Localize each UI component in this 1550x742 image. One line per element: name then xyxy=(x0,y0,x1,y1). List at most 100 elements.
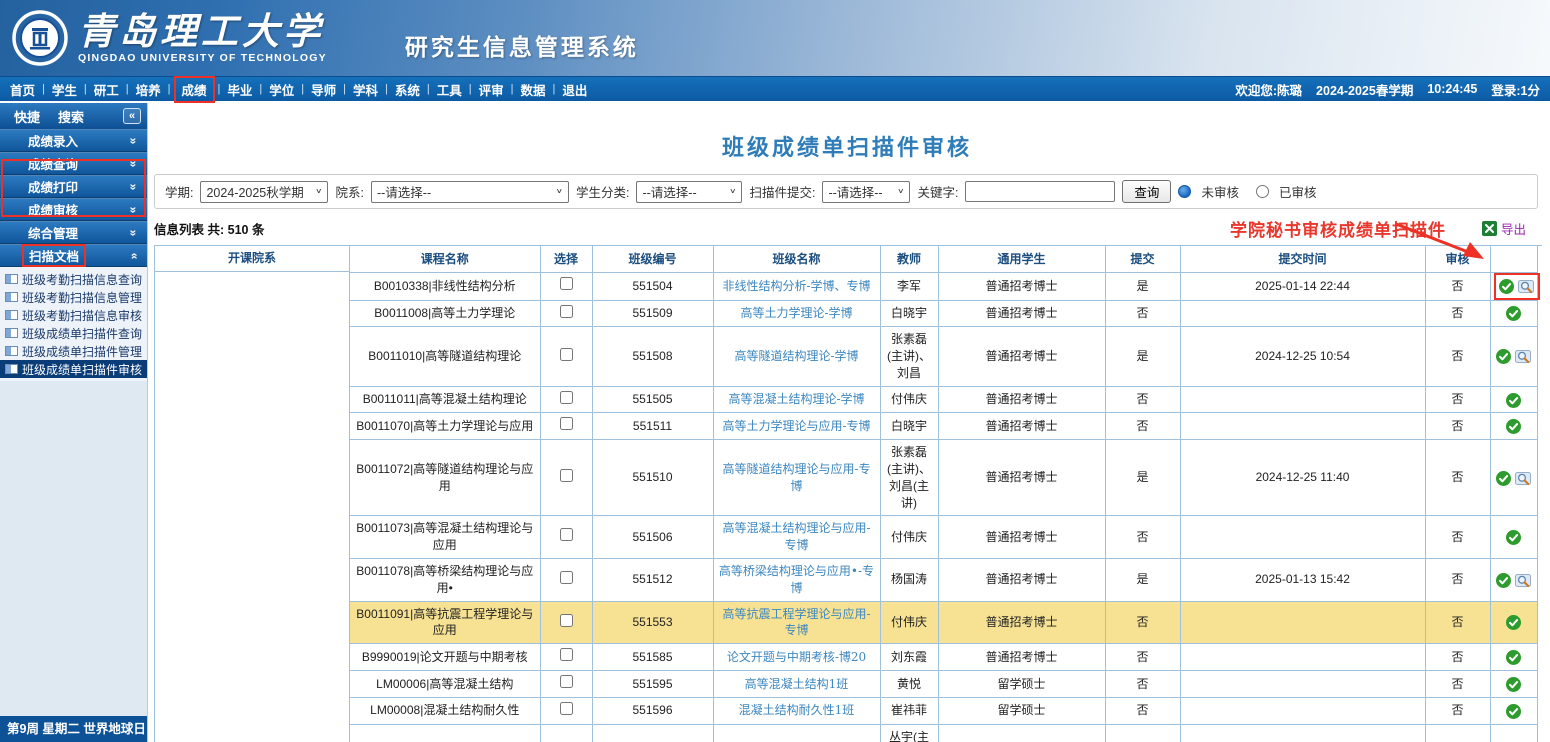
approve-check-icon[interactable] xyxy=(1506,530,1521,546)
row-select-checkbox[interactable] xyxy=(559,675,573,689)
nav-separator: | xyxy=(217,83,221,95)
sidebar-group[interactable]: 成绩录入 » xyxy=(0,129,147,152)
preview-magnifier-icon[interactable] xyxy=(1514,349,1532,364)
form-icon xyxy=(5,328,18,338)
student-type-label: 学生分类: xyxy=(575,186,630,200)
nav-menu-item[interactable]: 成绩 xyxy=(173,75,215,103)
nav-menu-item[interactable]: 评审 xyxy=(478,83,504,98)
table-row: M0010006|弹性力学及有限元 551281 弹性力学及有限元 丛宇(主讲)… xyxy=(350,724,1538,742)
reviewed-cell: 否 xyxy=(1425,272,1491,301)
submitted-cell: 否 xyxy=(1105,515,1181,560)
row-select-checkbox[interactable] xyxy=(559,613,573,627)
nav-menu-item[interactable]: 退出 xyxy=(562,83,588,98)
nav-menu-item[interactable]: 系统 xyxy=(394,83,420,98)
approve-check-icon[interactable] xyxy=(1495,470,1511,486)
nav-menu-item[interactable]: 毕业 xyxy=(227,83,253,98)
row-select-checkbox[interactable] xyxy=(559,570,573,584)
radio-reviewed[interactable] xyxy=(1255,185,1269,198)
sidebar-group[interactable]: 扫描文档 » xyxy=(0,244,147,267)
course-cell: M0010006|弹性力学及有限元 xyxy=(350,724,541,742)
form-icon xyxy=(5,346,18,356)
row-select-checkbox[interactable] xyxy=(559,390,573,404)
class-name-link[interactable]: 高等混凝土结构1班 xyxy=(744,676,849,691)
nav-menu-item[interactable]: 导师 xyxy=(311,83,337,98)
nav-menu-item[interactable]: 研工 xyxy=(93,83,119,98)
class-name-link[interactable]: 高等桥梁结构理论与应用•-专博 xyxy=(718,564,875,595)
tab-search[interactable]: 搜索 xyxy=(58,109,85,125)
class-name-link[interactable]: 高等土力学理论-学博 xyxy=(740,306,853,320)
column-header: 提交时间 xyxy=(1180,246,1426,273)
approve-check-icon[interactable] xyxy=(1506,615,1521,631)
nav-menu-item[interactable]: 学科 xyxy=(353,83,379,98)
approve-check-icon[interactable] xyxy=(1506,419,1521,435)
approve-check-icon[interactable] xyxy=(1495,349,1511,365)
nav-separator: | xyxy=(468,83,472,95)
row-select-checkbox[interactable] xyxy=(559,304,573,318)
row-select-checkbox[interactable] xyxy=(559,468,573,482)
approve-check-icon[interactable] xyxy=(1495,572,1511,588)
nav-menu-item[interactable]: 学生 xyxy=(51,83,77,98)
nav-separator: | xyxy=(552,83,556,95)
row-select-checkbox[interactable] xyxy=(559,347,573,361)
scan-submit-select[interactable]: --请选择-- ∨ xyxy=(822,180,911,203)
approve-check-icon[interactable] xyxy=(1506,392,1521,408)
row-select-checkbox[interactable] xyxy=(559,701,573,715)
scan-submit-label: 扫描件提交: xyxy=(749,186,816,200)
class-name-link[interactable]: 高等隧道结构理论与应用-专博 xyxy=(722,462,871,493)
sidebar-submenu-item[interactable]: 班级成绩单扫描件审核 xyxy=(0,360,147,378)
radio-unreviewed[interactable] xyxy=(1178,185,1192,198)
clock: 10:24:45 xyxy=(1427,82,1478,96)
row-select-checkbox[interactable] xyxy=(559,417,573,431)
sidebar-submenu-item[interactable]: 班级考勤扫描信息审核 xyxy=(0,306,147,324)
class-name-link[interactable]: 论文开题与中期考核-博20 xyxy=(726,649,867,664)
approve-check-icon[interactable] xyxy=(1506,703,1521,719)
export-button[interactable]: 导出 xyxy=(1481,219,1526,238)
class-name-link[interactable]: 高等混凝土结构理论与应用-专博 xyxy=(722,521,871,553)
approve-check-icon[interactable] xyxy=(1506,306,1521,322)
department-select[interactable]: --请选择-- ∨ xyxy=(370,180,569,203)
sidebar-group[interactable]: 成绩打印 » xyxy=(0,175,147,198)
approve-check-icon[interactable] xyxy=(1498,278,1514,294)
tab-quick[interactable]: 快捷 xyxy=(14,109,41,125)
sidebar-submenu-item[interactable]: 班级考勤扫描信息管理 xyxy=(0,288,147,306)
row-select-checkbox[interactable] xyxy=(559,648,573,662)
preview-magnifier-icon[interactable] xyxy=(1514,471,1532,486)
sidebar-submenu-item[interactable]: 班级考勤扫描信息查询 xyxy=(0,270,147,288)
preview-magnifier-icon[interactable] xyxy=(1514,573,1532,588)
class-name-link[interactable]: 高等土力学理论与应用-专博 xyxy=(722,418,871,433)
preview-magnifier-icon[interactable] xyxy=(1517,279,1535,294)
student-type-select[interactable]: --请选择-- ∨ xyxy=(636,180,743,203)
class-name-link[interactable]: 高等抗震工程学理论与应用-专博 xyxy=(722,606,871,638)
sidebar-group[interactable]: 成绩审核 » xyxy=(0,198,147,221)
submit-time-cell xyxy=(1180,643,1426,672)
semester-select[interactable]: 2024-2025秋学期 ∨ xyxy=(200,180,329,203)
class-name-link[interactable]: 高等混凝土结构理论-学博 xyxy=(728,392,865,407)
class-name-link[interactable]: 非线性结构分析-学博、专博 xyxy=(722,278,871,293)
sidebar-submenu-item[interactable]: 班级成绩单扫描件查询 xyxy=(0,324,147,342)
query-button[interactable]: 查询 xyxy=(1122,180,1172,203)
nav-menu-item[interactable]: 首页 xyxy=(10,83,36,98)
system-title: 研究生信息管理系统 xyxy=(404,34,639,60)
sidebar-collapse-icon[interactable]: « xyxy=(123,108,141,124)
sidebar-group[interactable]: 综合管理 » xyxy=(0,221,147,244)
sidebar-submenu-item[interactable]: 班级成绩单扫描件管理 xyxy=(0,342,147,360)
sidebar-group[interactable]: 成绩查询 » xyxy=(0,152,147,175)
nav-menu-item[interactable]: 数据 xyxy=(520,83,546,98)
approve-check-icon[interactable] xyxy=(1506,676,1521,692)
teacher-cell: 杨国涛 xyxy=(880,558,939,602)
class-name-link[interactable]: 高等隧道结构理论-学博 xyxy=(734,349,859,364)
nav-menu-item[interactable]: 工具 xyxy=(436,83,462,98)
approve-check-icon[interactable] xyxy=(1506,650,1521,666)
keyword-input[interactable] xyxy=(965,181,1116,202)
student-type-cell: 普通招考博士 xyxy=(938,272,1106,301)
class-name-link[interactable]: 混凝土结构耐久性1班 xyxy=(738,703,855,718)
row-select-checkbox[interactable] xyxy=(559,277,573,291)
nav-menu: | 首页 | 学生 | 研工 | 培养 xyxy=(10,75,588,103)
student-type-cell: 普通招考博士 xyxy=(938,412,1106,441)
nav-menu-item[interactable]: 培养 xyxy=(135,83,161,98)
submitted-cell: 是 xyxy=(1105,558,1181,602)
row-select-checkbox[interactable] xyxy=(559,528,573,542)
nav-menu-item[interactable]: 学位 xyxy=(269,83,295,98)
form-icon xyxy=(5,274,18,284)
